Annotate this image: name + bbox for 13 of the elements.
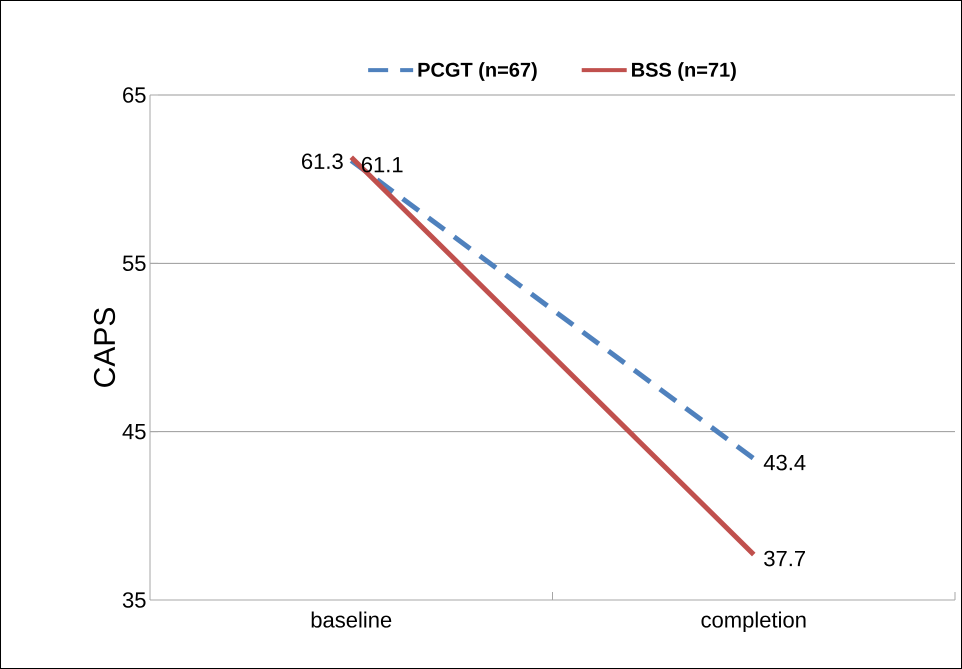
data-label: 43.4 [764,454,806,470]
y-tick-label: 55 [122,256,146,272]
data-label: 37.7 [764,550,805,566]
data-label: 61.1 [362,156,403,172]
legend-label: BSS (n=71) [632,62,736,81]
y-tick-label: 65 [123,87,146,103]
legend-label: PCGT (n=67) [418,62,537,81]
y-axis-title: CAPS [94,308,116,387]
y-tick-label: 45 [122,424,146,440]
x-tick-label: baseline [312,612,392,628]
data-label: 61.3 [302,153,343,170]
x-tick-label: completion [701,612,806,632]
y-tick-label: 35 [122,592,146,608]
